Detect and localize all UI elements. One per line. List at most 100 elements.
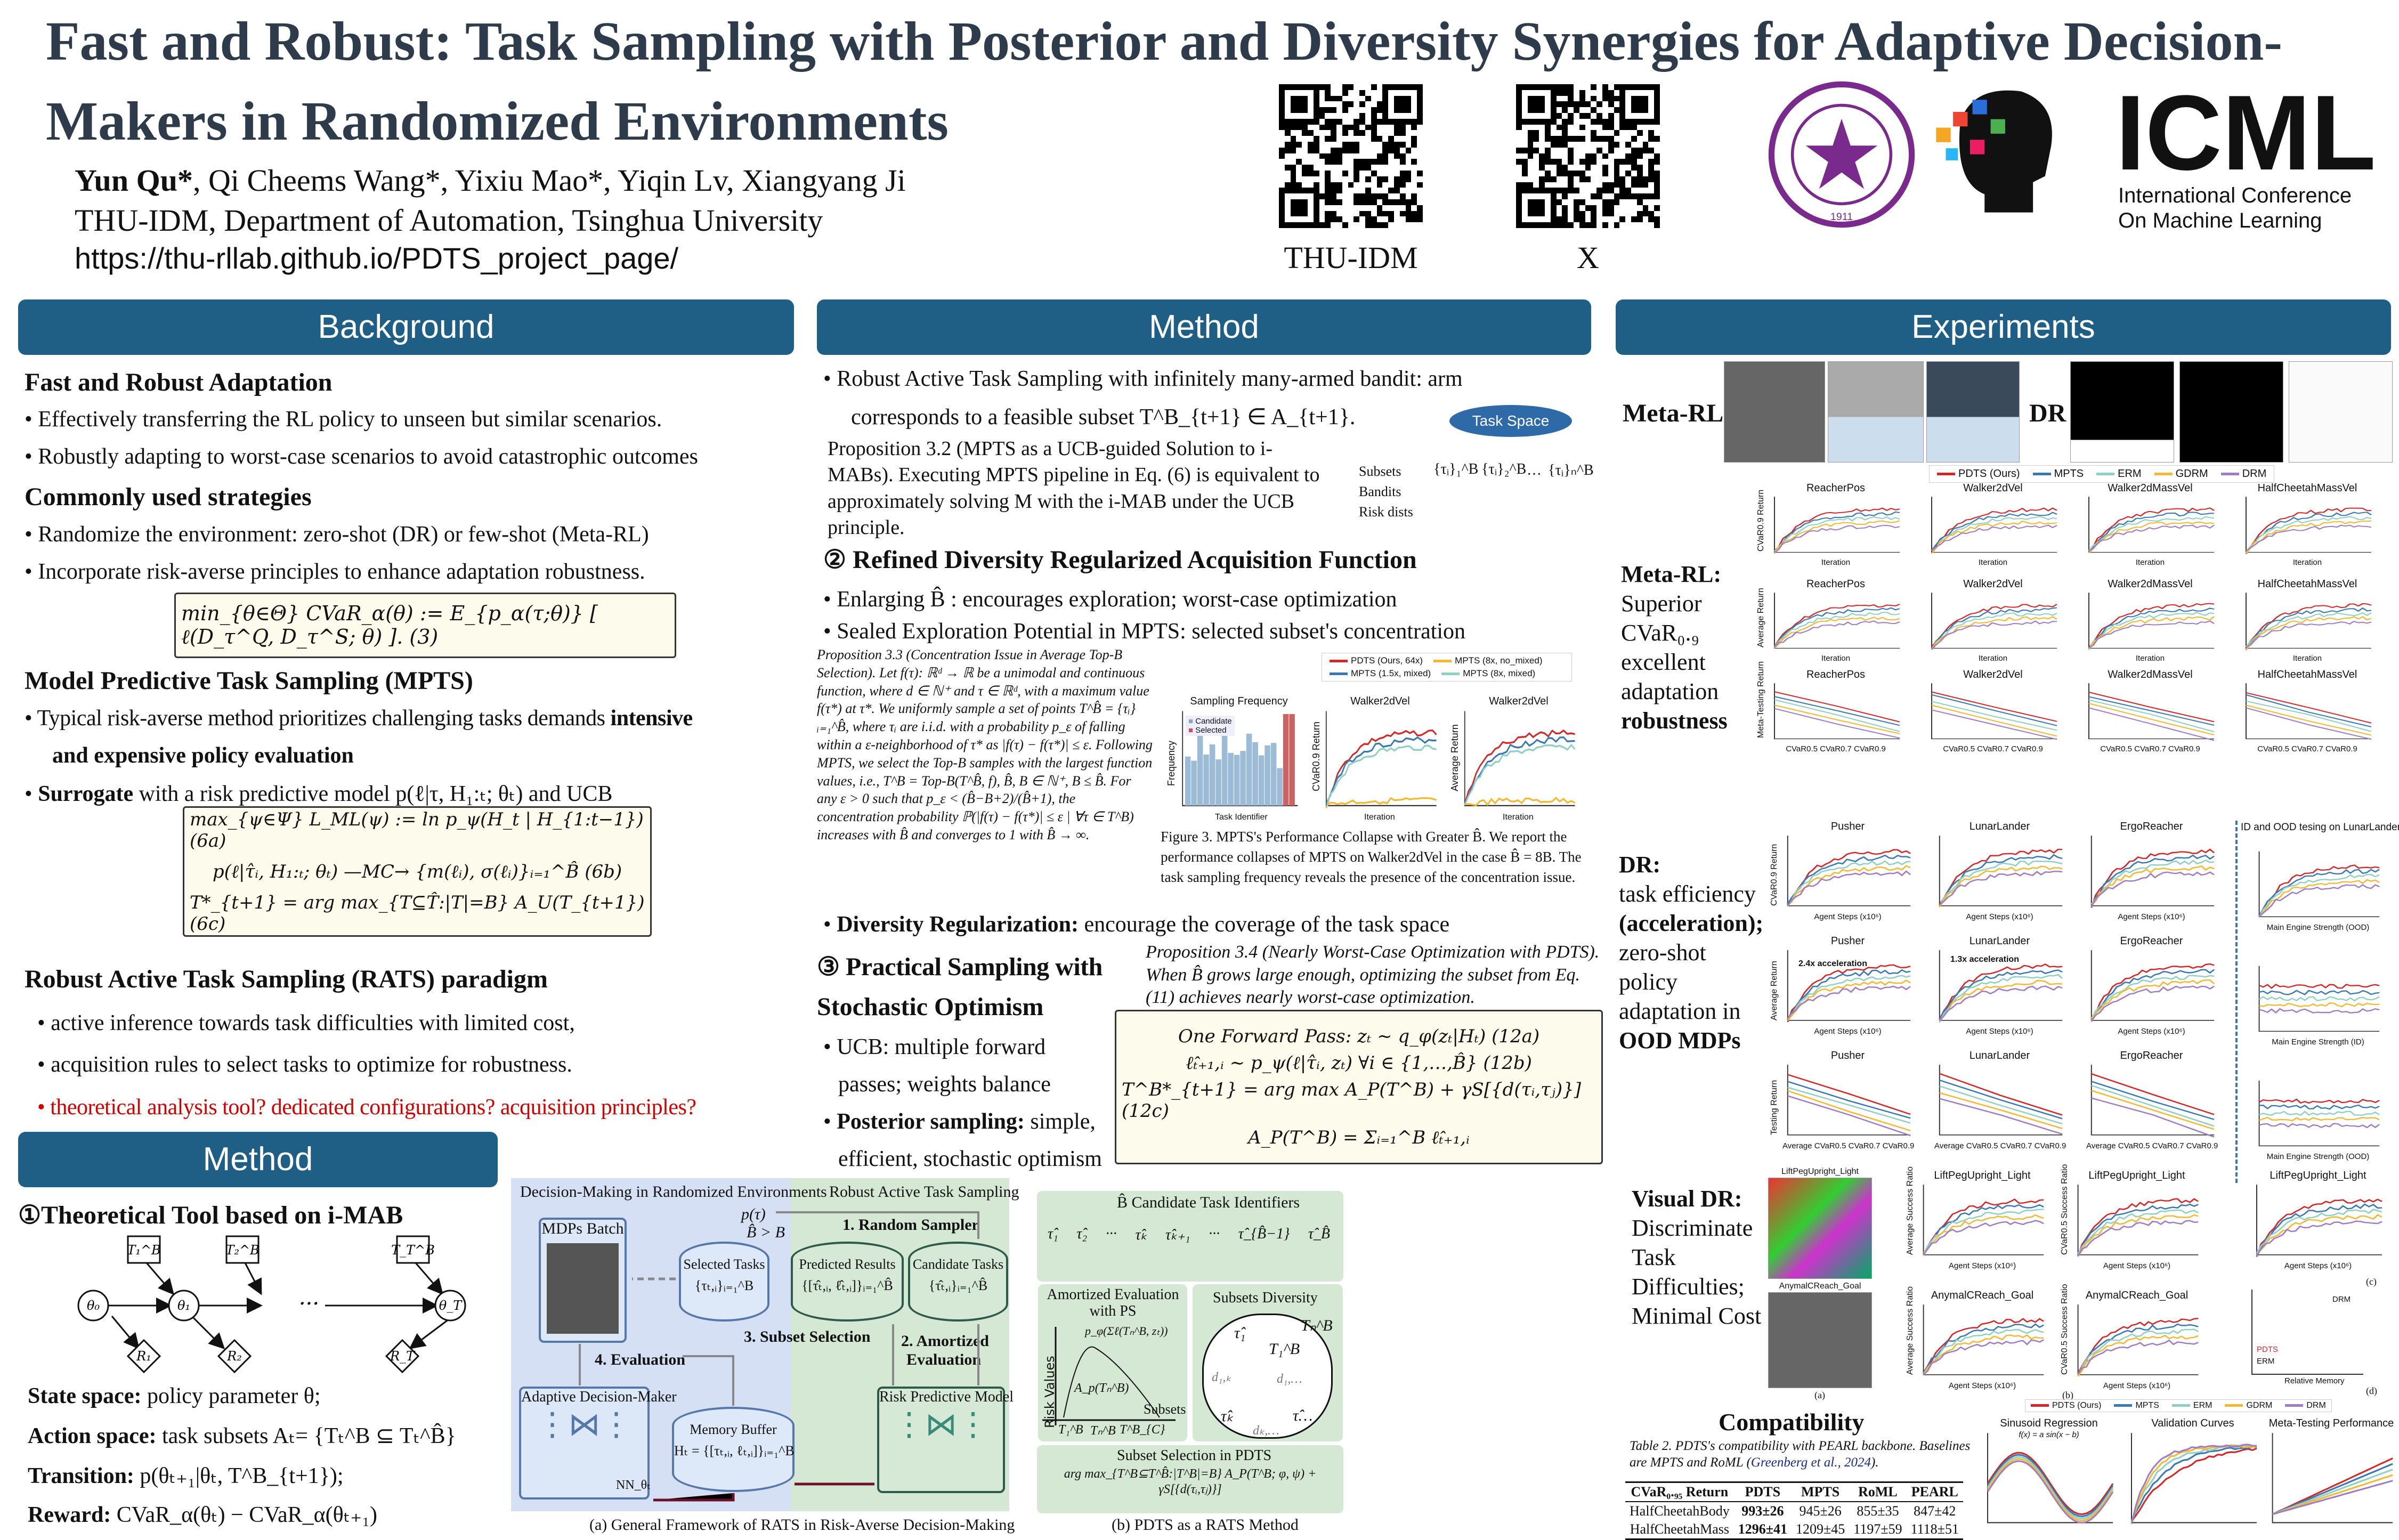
text-label: τ̂₂ — [1076, 1226, 1088, 1242]
bullet-diversity: Diversity Regularization: encourage the … — [823, 911, 1449, 938]
text-label: T^B_{C} — [1120, 1423, 1165, 1437]
candidate-tasks: Candidate Tasks {τ̂ₜ,ᵢ}ᵢ₌₁^B̂ — [908, 1242, 1008, 1322]
plot-axes — [1931, 497, 2057, 553]
series-line — [2256, 1220, 2382, 1256]
text-label: Subsets — [1144, 1401, 1186, 1417]
vdr-image-label-2: AnymalCReach_Goal — [1779, 1282, 1861, 1291]
series-line — [2088, 507, 2215, 553]
node-R2: R₂ — [226, 1349, 242, 1364]
task-space-ellipse: Task Space — [1449, 405, 1572, 437]
series-line — [2088, 521, 2215, 554]
series-line — [1325, 736, 1437, 805]
meta-rl-plot: HalfCheetahMassVel — [2241, 669, 2374, 743]
series-line — [1773, 620, 1900, 647]
heading-mpts: Model Predictive Task Sampling (MPTS) — [25, 667, 473, 695]
text-label: Transition: — [28, 1464, 134, 1488]
plot-title: Walker2dMassVel — [2108, 669, 2193, 680]
first-author: Yun Qu* — [75, 163, 193, 198]
histogram-bar — [1265, 745, 1270, 806]
dr-plot: ErgoReacher — [2086, 1050, 2217, 1140]
text-label: Risk Predictive Model — [879, 1389, 1014, 1405]
series-line — [2091, 1084, 2215, 1127]
text-label: Candidate — [1195, 717, 1232, 726]
series-line — [2090, 859, 2215, 905]
equation-3-box: min_{θ∈Θ} CVaR_α(θ) := E_{p_α(τ;θ)} [ ℓ(… — [174, 593, 676, 658]
series-line — [1787, 985, 1911, 1019]
series-line — [1931, 524, 2057, 552]
plot-axes — [2088, 593, 2214, 649]
x-axis-label: Agent Steps (x10⁶) — [2284, 1261, 2352, 1270]
histogram-bar — [1246, 733, 1252, 806]
x-axis-label: Average CVaR0.5 CVaR0.7 CVaR0.9 — [1782, 1141, 1915, 1150]
x-axis-label: Iteration — [2135, 654, 2165, 663]
text-label: Candidate Tasks — [912, 1257, 1004, 1272]
histogram-bar — [1191, 760, 1197, 806]
series-line — [2246, 700, 2372, 732]
x-axis-label: Iteration — [1978, 654, 2008, 663]
series-line — [2256, 1209, 2382, 1254]
bullet: Effectively transferring the RL policy t… — [25, 406, 662, 433]
plot-axes — [2272, 1433, 2393, 1523]
y-axis-label: Average Success Ratio — [1906, 1286, 1915, 1375]
caption-a: (a) General Framework of RATS in Risk-Av… — [589, 1516, 1015, 1534]
series-line — [2088, 620, 2215, 649]
plot-title: AnymalCReach_Goal — [1931, 1290, 2034, 1301]
text-label: PDTS — [2257, 1345, 2279, 1354]
text-label: Table 2. PDTS's compatibility with PEARL… — [1630, 1439, 1971, 1470]
plot-title: Pusher — [1830, 935, 1865, 947]
plot-axes — [2258, 1080, 2380, 1147]
text-label: τ̂_B̂ — [1308, 1226, 1330, 1242]
series-line — [2245, 524, 2372, 552]
bullet: Sealed Exploration Potential in MPTS: se… — [823, 618, 1465, 645]
x-axis-label: Iteration — [2292, 558, 2322, 567]
series-line — [2272, 1469, 2393, 1515]
project-url[interactable]: https://thu-rllab.github.io/PDTS_project… — [75, 241, 679, 275]
meta-rl-plot: ReacherPos — [1769, 669, 1902, 743]
amortized-title: Amortized Evaluation with PS — [1047, 1286, 1179, 1319]
text-label: Typical risk-averse method prioritizes c… — [37, 706, 611, 731]
sinusoid-formula: f(x) = a sin(x − b) — [2019, 1430, 2079, 1439]
series-line — [2256, 1214, 2382, 1255]
plot-title: Walker2dMassVel — [2108, 482, 2193, 494]
series-line — [1325, 797, 1437, 808]
x-axis-label: Agent Steps (x10⁶) — [1948, 1381, 2016, 1390]
text-label: Relative Memory — [2284, 1376, 2345, 1385]
text-label: τ̂… — [1293, 1407, 1313, 1424]
text-label: τ̂ₖ — [1221, 1407, 1234, 1425]
text-label: Meta-RL: — [1621, 561, 1722, 587]
series-line — [1773, 520, 1900, 554]
validation-plot: Validation Curves — [2126, 1417, 2259, 1529]
plot-axes — [2256, 1185, 2382, 1255]
series-line — [2088, 512, 2214, 553]
bullet-imab-continuation: corresponds to a feasible subset T^B_{t+… — [851, 405, 1356, 429]
ellipsis: ··· — [299, 1292, 319, 1316]
text-label: MPTS (8x, no_mixed) — [1455, 655, 1543, 666]
series-line — [2258, 1116, 2380, 1122]
series-line — [1987, 1458, 2114, 1522]
candidate-identifiers-title: B̂ Candidate Task Identifiers — [1117, 1194, 1300, 1211]
label-dr: DR — [2029, 399, 2066, 427]
qr-code-x[interactable] — [1516, 84, 1660, 228]
series-line — [2259, 1002, 2380, 1008]
series-line — [2130, 1445, 2257, 1523]
text-label: 847±42 — [1914, 1503, 1956, 1519]
series-line — [2088, 696, 2215, 726]
y-axis-label: Average Return — [1756, 588, 1765, 647]
text-label: Predicted Results — [799, 1257, 896, 1272]
bullet: Surrogate with a risk predictive model p… — [25, 781, 612, 807]
text-label: p_φ(Σℓ(Tₙ^B, zₜ)) — [1085, 1324, 1168, 1338]
text-label: MDPs Batch — [541, 1220, 624, 1237]
mid-panel-title: Robust Active Task Sampling — [829, 1183, 1019, 1201]
series-line — [1464, 729, 1575, 805]
series-line — [2245, 516, 2372, 553]
series-line — [2088, 607, 2215, 650]
qr-code-thu-idm[interactable] — [1279, 84, 1423, 228]
plot-axes — [1774, 683, 1900, 740]
authors: Yun Qu*, Qi Cheems Wang*, Yixiu Mao*, Yi… — [75, 163, 906, 198]
ood-plot — [2254, 837, 2382, 922]
annotation-1-3x: 1.3x acceleration — [1950, 955, 2019, 964]
text-label: with a risk predictive model p(ℓ|τ, H₁:ₜ… — [133, 782, 613, 806]
plot-title: LiftPegUpright_Light — [2270, 1170, 2366, 1181]
x-axis-label: Agent Steps (x10⁶) — [2103, 1381, 2171, 1390]
proposition-3-3: Proposition 3.3 (Concentration Issue in … — [817, 647, 1153, 842]
